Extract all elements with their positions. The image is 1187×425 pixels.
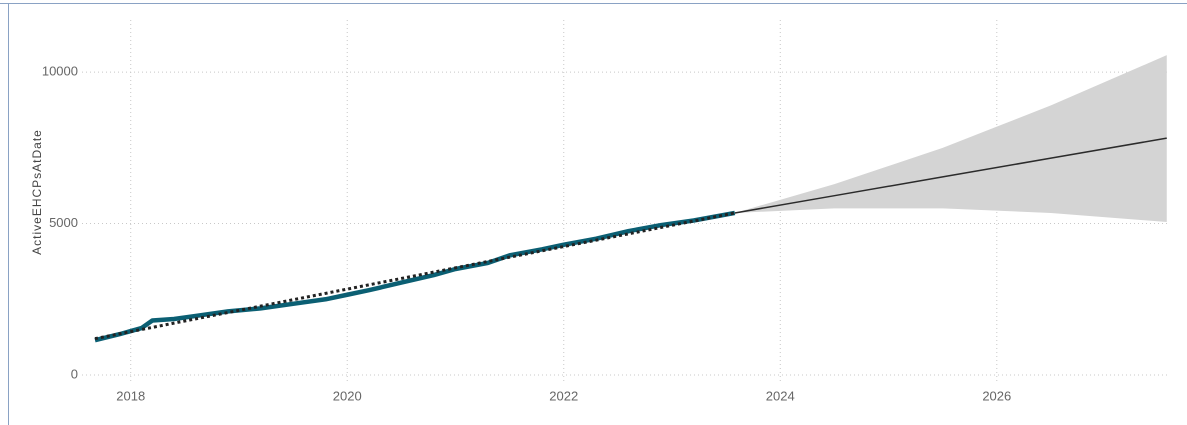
x-tick-label: 2024 — [766, 388, 795, 403]
x-tick-label: 2022 — [549, 388, 578, 403]
y-tick-label: 5000 — [49, 215, 78, 230]
x-tick-label: 2018 — [116, 388, 145, 403]
x-tick-label: 2026 — [982, 388, 1011, 403]
y-tick-label: 10000 — [42, 64, 78, 79]
y-tick-label: 0 — [71, 366, 78, 381]
forecast-line — [734, 137, 1167, 214]
actual-line — [94, 210, 736, 343]
y-axis-label: ActiveEHCPsAtDate — [30, 129, 44, 255]
x-tick-label: 2020 — [333, 388, 362, 403]
trend-line — [94, 211, 736, 341]
forecast-band — [734, 55, 1167, 223]
